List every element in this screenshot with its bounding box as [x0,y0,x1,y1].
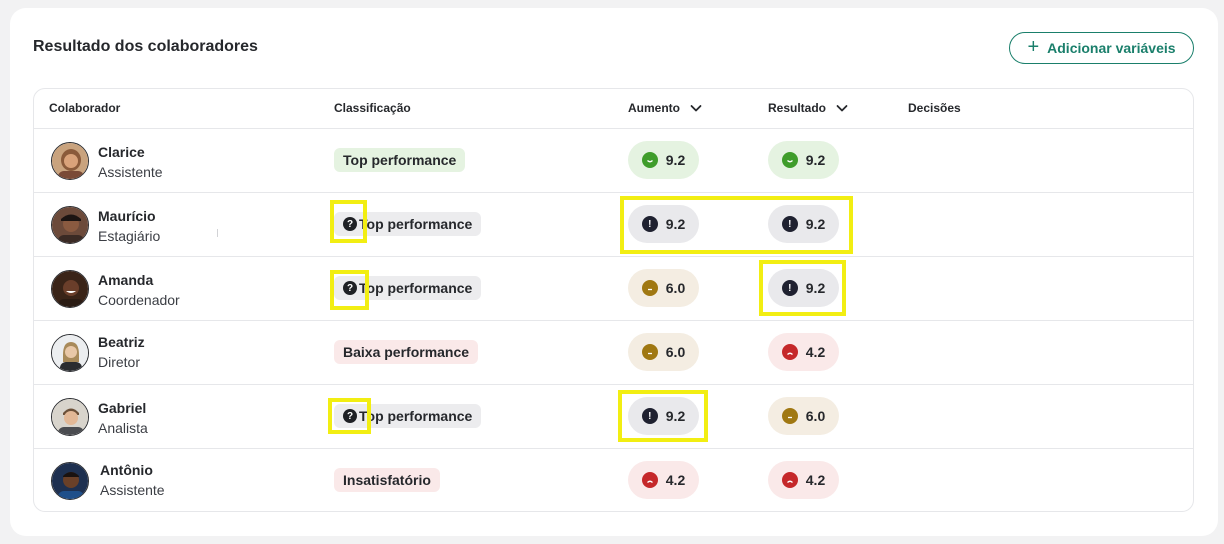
avatar [51,334,89,372]
classification-badge: Top performance [334,148,466,172]
neutral-face-icon [641,344,658,360]
resultado-score[interactable]: 6.0 [768,397,839,435]
aumento-score[interactable]: ! 9.2 [628,205,699,243]
column-header-colaborador: Colaborador [49,101,121,115]
collaborator-role: Coordenador [98,292,180,308]
column-header-classificacao: Classificação [334,101,411,115]
resultado-score[interactable]: 9.2 [768,141,839,179]
column-header-resultado[interactable]: Resultado [768,101,849,115]
column-header-decisoes: Decisões [908,101,961,115]
classification-badge: Top performance [334,276,482,300]
collaborators-table: Colaborador Classificação Aumento Result… [33,88,1194,512]
exclamation-icon: ! [781,216,798,232]
collaborator-name: Antônio [100,462,153,478]
add-variables-button[interactable]: + Adicionar variáveis [1009,32,1194,64]
exclamation-icon: ! [641,408,658,424]
aumento-score[interactable]: 6.0 [628,269,699,307]
table-row[interactable]: Beatriz Diretor Baixa performance 6.0 4.… [34,321,1193,385]
aumento-score[interactable]: 6.0 [628,333,699,371]
collaborator-role: Diretor [98,354,141,370]
sad-face-icon [781,472,798,488]
collaborator-name: Gabriel [98,400,147,416]
exclamation-icon: ! [781,280,798,296]
question-mark-icon[interactable]: ? [343,409,357,423]
question-mark-icon[interactable]: ? [343,217,357,231]
sad-face-icon [781,344,798,360]
avatar [51,462,89,500]
question-mark-icon[interactable]: ? [343,281,357,295]
collaborator-name: Clarice [98,144,145,160]
results-card: Resultado dos colaboradores + Adicionar … [10,8,1218,536]
resultado-score[interactable]: ! 9.2 [768,205,839,243]
table-header: Colaborador Classificação Aumento Result… [34,89,1193,129]
add-variables-label: Adicionar variáveis [1047,40,1176,56]
collaborator-role: Assistente [98,164,163,180]
column-header-aumento[interactable]: Aumento [628,101,703,115]
table-row[interactable]: Clarice Assistente Top performance 9.2 9… [34,129,1193,193]
classification-badge: Top performance [334,404,482,428]
neutral-face-icon [641,280,658,296]
collaborator-role: Assistente [100,482,165,498]
chevron-down-icon [690,105,702,112]
happy-face-icon [781,152,798,168]
table-row[interactable]: Gabriel Analista Top performance ? ! 9.2… [34,385,1193,449]
collaborator-name: Amanda [98,272,154,288]
divider [217,229,218,237]
aumento-score[interactable]: 4.2 [628,461,699,499]
aumento-score[interactable]: ! 9.2 [628,397,699,435]
avatar [51,398,89,436]
exclamation-icon: ! [641,216,658,232]
aumento-score[interactable]: 9.2 [628,141,699,179]
resultado-score[interactable]: ! 9.2 [768,269,839,307]
table-row[interactable]: Amanda Coordenador Top performance ? 6.0… [34,257,1193,321]
collaborator-name: Maurício [98,208,156,224]
classification-badge: Insatisfatório [334,468,440,492]
collaborator-role: Estagiário [98,228,161,244]
avatar [51,270,89,308]
neutral-face-icon [781,408,798,424]
page-title: Resultado dos colaboradores [33,38,258,55]
table-row[interactable]: Maurício Estagiário Top performance ? ! … [34,193,1193,257]
chevron-down-icon [836,105,848,112]
resultado-score[interactable]: 4.2 [768,461,839,499]
collaborator-role: Analista [98,420,148,436]
avatar [51,206,89,244]
table-row[interactable]: Antônio Assistente Insatisfatório 4.2 4.… [34,449,1193,511]
classification-badge: Baixa performance [334,340,479,364]
happy-face-icon [641,152,658,168]
classification-badge: Top performance [334,212,482,236]
avatar [51,142,89,180]
resultado-score[interactable]: 4.2 [768,333,839,371]
collaborator-name: Beatriz [98,334,145,350]
sad-face-icon [641,472,658,488]
plus-icon: + [1027,36,1040,58]
